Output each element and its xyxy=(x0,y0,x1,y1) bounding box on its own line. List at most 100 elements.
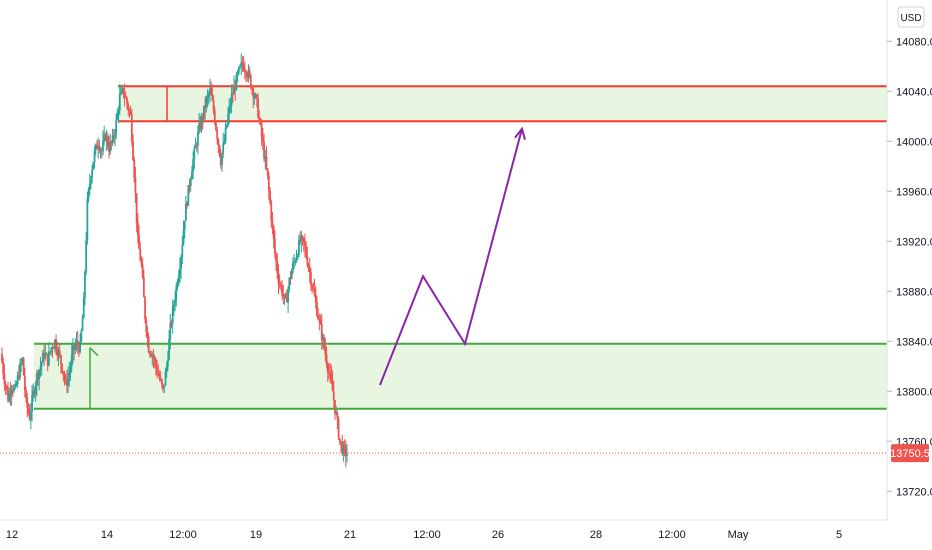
candle xyxy=(158,370,161,382)
candle xyxy=(258,110,261,125)
candle xyxy=(138,224,140,249)
candle xyxy=(142,269,145,298)
candle xyxy=(278,274,281,289)
candle xyxy=(134,166,137,204)
candle xyxy=(224,121,227,145)
candle xyxy=(212,95,215,115)
candle xyxy=(154,357,157,376)
projection-path[interactable] xyxy=(379,128,523,386)
candle xyxy=(269,186,271,205)
projection-layer xyxy=(379,126,526,386)
candle xyxy=(328,363,330,380)
candle xyxy=(251,84,253,96)
candle xyxy=(62,371,65,382)
candle xyxy=(1,347,3,364)
candle xyxy=(296,253,299,260)
candle xyxy=(236,69,239,83)
candle xyxy=(209,78,211,103)
candle xyxy=(162,383,164,393)
candle xyxy=(237,66,240,76)
candle xyxy=(235,71,238,91)
candle xyxy=(98,139,101,154)
candle xyxy=(324,338,327,362)
candle xyxy=(230,84,233,114)
candle xyxy=(272,224,275,249)
candle xyxy=(171,299,174,334)
support-zone xyxy=(34,343,887,409)
candle xyxy=(151,351,154,366)
x-tick-label: 12:00 xyxy=(169,529,197,541)
candle xyxy=(152,349,155,369)
candle xyxy=(323,334,326,351)
candle xyxy=(74,338,77,354)
x-tick-label: 28 xyxy=(590,529,602,541)
candle xyxy=(273,229,276,259)
candle xyxy=(340,440,342,453)
candle xyxy=(156,359,158,379)
candle xyxy=(330,364,333,384)
x-tick-label: 12 xyxy=(6,529,18,541)
candle xyxy=(90,175,92,190)
candle xyxy=(159,370,162,382)
candle xyxy=(248,66,251,79)
candle xyxy=(344,440,347,468)
candle xyxy=(335,405,338,416)
candle xyxy=(288,276,291,293)
candle xyxy=(252,85,255,109)
candle xyxy=(127,101,130,117)
candle xyxy=(194,137,197,149)
candle xyxy=(233,75,235,95)
candle xyxy=(61,363,64,374)
candle xyxy=(284,292,287,300)
x-tick-label: 12:00 xyxy=(658,529,686,541)
candle xyxy=(213,106,216,126)
candle xyxy=(49,351,51,355)
candle xyxy=(243,61,246,80)
candle xyxy=(281,280,283,300)
candle xyxy=(241,56,244,72)
candle xyxy=(114,129,116,147)
candle xyxy=(84,269,86,306)
candle xyxy=(316,295,318,318)
candle xyxy=(334,400,336,420)
candle xyxy=(182,220,185,246)
candle xyxy=(255,93,258,108)
candle xyxy=(338,438,341,445)
candle xyxy=(46,353,49,372)
candle xyxy=(88,173,91,196)
candle xyxy=(57,346,60,367)
candle xyxy=(136,212,139,244)
candle xyxy=(27,403,30,416)
y-tick-label: 13800.0 xyxy=(896,386,932,398)
candle xyxy=(320,313,323,350)
candle xyxy=(187,184,190,206)
candle xyxy=(21,356,24,366)
candle xyxy=(145,316,148,338)
candle xyxy=(307,262,310,272)
candle xyxy=(205,95,208,113)
candle xyxy=(332,380,335,408)
currency-button[interactable]: USD xyxy=(897,6,925,28)
candle xyxy=(16,371,19,389)
candle xyxy=(104,132,107,142)
candle xyxy=(40,361,43,376)
candle xyxy=(79,333,82,354)
candle xyxy=(72,337,74,365)
x-tick-label: May xyxy=(728,529,749,541)
candle xyxy=(313,278,316,297)
candle xyxy=(7,381,9,403)
current-price-badge: 13750.5 xyxy=(890,444,930,463)
candle xyxy=(68,362,71,387)
candle xyxy=(165,361,168,378)
candles-layer xyxy=(1,53,348,468)
candle xyxy=(247,64,250,83)
candle xyxy=(43,345,45,366)
candle xyxy=(239,64,241,69)
candle xyxy=(234,79,237,102)
candle xyxy=(201,113,204,130)
candle xyxy=(108,135,110,159)
candle xyxy=(172,300,175,316)
candle xyxy=(179,257,181,283)
candle xyxy=(63,370,66,386)
